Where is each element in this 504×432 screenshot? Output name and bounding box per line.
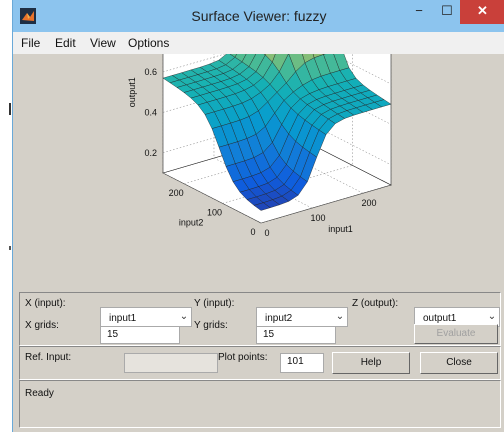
menu-edit[interactable]: Edit [55, 36, 76, 50]
y-tick-label: 100 [207, 207, 222, 217]
background-desktop [0, 0, 12, 432]
z-output-value: output1 [423, 313, 457, 324]
surface-viewer-window: Surface Viewer: fuzzy − ☐ ✕ File Edit Vi… [12, 0, 504, 432]
grid-line [162, 54, 262, 224]
y-axis-label: input2 [179, 218, 204, 228]
help-button[interactable]: Help [332, 352, 410, 374]
x-grids-field[interactable]: 15 [100, 326, 180, 344]
z-tick-label: 0.4 [144, 107, 157, 117]
x-input-value: input1 [109, 313, 137, 324]
x-grids-label: X grids: [25, 320, 59, 331]
menu-file[interactable]: File [21, 36, 41, 50]
x-input-select[interactable]: input1 ⌄ [100, 307, 192, 327]
y-grids-field[interactable]: 15 [256, 326, 336, 344]
y-tick-label: 0 [250, 227, 255, 237]
ref-input-label: Ref. Input: [25, 352, 72, 363]
x-tick-label: 100 [310, 213, 325, 223]
y-tick-label: 200 [169, 188, 184, 198]
window-title: Surface Viewer: fuzzy [191, 8, 327, 24]
desktop-fragment [9, 103, 11, 115]
ref-input-field[interactable] [124, 353, 218, 373]
y-input-value: input2 [265, 313, 293, 324]
z-axis-label: output1 [127, 77, 137, 107]
x-input-label: X (input): [25, 298, 66, 309]
x-tick-label: 200 [361, 198, 376, 208]
menu-bar: File Edit View Options [13, 32, 504, 54]
z-output-label: Z (output): [352, 298, 399, 309]
desktop-fragment [9, 246, 11, 250]
y-input-label: Y (input): [194, 298, 235, 309]
maximize-button[interactable]: ☐ [441, 3, 453, 18]
control-panel: X (input): input1 ⌄ Y (input): input2 ⌄ … [19, 292, 501, 432]
options-panel: Ref. Input: Plot points: 101 Help Close [19, 346, 501, 380]
axis-selection-panel: X (input): input1 ⌄ Y (input): input2 ⌄ … [19, 292, 501, 346]
y-input-select[interactable]: input2 ⌄ [256, 307, 348, 327]
plot-points-label: Plot points: [218, 352, 268, 363]
chevron-down-icon: ⌄ [487, 311, 497, 322]
surface-plot[interactable]: 0.20.40.60.801002000100200input1input2ou… [13, 54, 504, 291]
status-panel: Ready [19, 380, 501, 428]
x-axis-label: input1 [328, 224, 353, 234]
minimize-button[interactable]: − [415, 3, 423, 18]
surface-patch [253, 202, 271, 211]
close-window-button[interactable]: ✕ [460, 0, 504, 24]
status-text: Ready [25, 388, 54, 399]
plot-points-field[interactable]: 101 [280, 353, 324, 373]
y-grids-label: Y grids: [194, 320, 228, 331]
title-bar[interactable]: Surface Viewer: fuzzy − ☐ ✕ [13, 0, 504, 32]
surface-plot-area[interactable]: 0.20.40.60.801002000100200input1input2ou… [13, 54, 504, 291]
z-tick-label: 0.2 [144, 148, 157, 158]
menu-options[interactable]: Options [128, 36, 170, 50]
chevron-down-icon: ⌄ [179, 311, 189, 322]
close-button[interactable]: Close [420, 352, 498, 374]
matlab-icon [20, 8, 36, 24]
chevron-down-icon: ⌄ [335, 311, 345, 322]
z-tick-label: 0.6 [144, 67, 157, 77]
x-tick-label: 0 [264, 228, 269, 238]
evaluate-button[interactable]: Evaluate [414, 324, 498, 344]
menu-view[interactable]: View [90, 36, 116, 50]
